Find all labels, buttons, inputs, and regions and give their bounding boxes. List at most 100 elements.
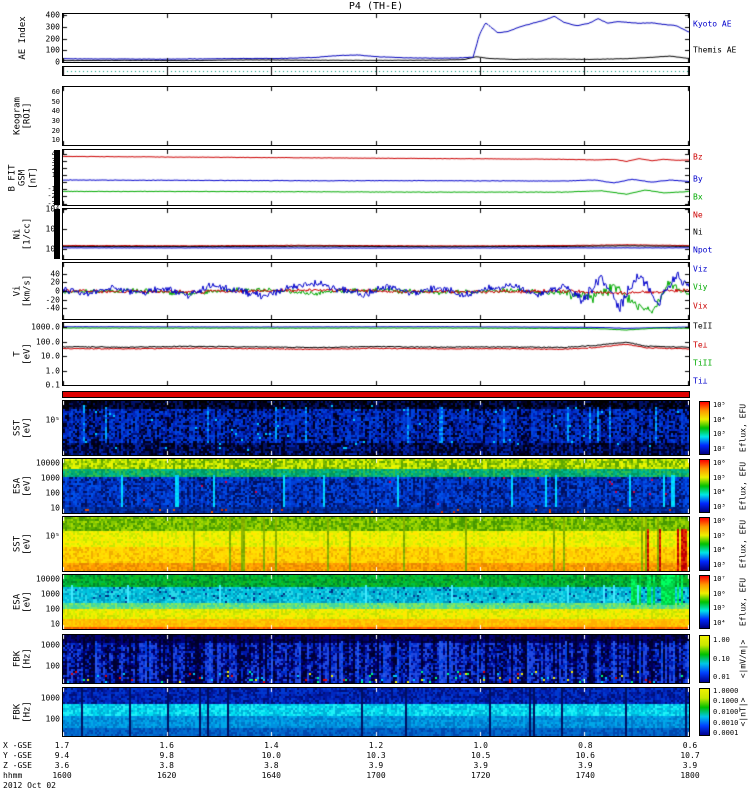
axis-tick-value: 1.2 xyxy=(368,741,384,750)
panel-keogram-ylabel: Keogram [ROI] xyxy=(12,97,33,135)
colorbar xyxy=(699,635,710,683)
colorbar-tick-label: 10³ xyxy=(713,430,726,439)
panel-esa-elec: ESA [eV] 10000 1000 100 10 10⁷ 10⁶ 10⁵ 10⁴ Eflux,… xyxy=(13,574,748,630)
axis-tick-value: 1640 xyxy=(261,771,281,780)
colorbar xyxy=(699,517,710,571)
panel-fbk-e: FBK [Hz] 1000 100 1.00 0.10 0.01 <|mV/m|> xyxy=(13,634,748,684)
y-tick-label: -20 xyxy=(47,192,63,200)
panel-sst-elec: SST [eV] 10⁵ 10⁶ 10⁵ 10⁴ 10³ Eflux, EFU xyxy=(13,516,748,572)
colorbar-tick-label: 10⁵ xyxy=(713,531,726,540)
colorbar xyxy=(699,459,710,513)
panel-esa-ion-canvas xyxy=(63,459,689,513)
axis-tick-value: 1740 xyxy=(575,771,595,780)
colorbar-tick-label: 1.0000 xyxy=(713,686,739,695)
panel-burst-bar xyxy=(62,391,690,398)
y-tick-label: 30 xyxy=(51,116,60,125)
y-tick-label: 10⁴ xyxy=(45,204,60,214)
series-label: TiII xyxy=(693,358,713,368)
colorbar-tick-label: 0.1000 xyxy=(713,697,739,706)
series-label: Kyoto AE xyxy=(693,19,732,29)
colorbar-gradient xyxy=(700,689,709,735)
colorbar-tick-label: 10² xyxy=(713,444,726,453)
y-tick-label: 10 xyxy=(50,503,60,513)
axis-tick-value: 10.3 xyxy=(366,751,386,760)
axis-tick-value: 1800 xyxy=(680,771,700,780)
axis-tick-value: 3.9 xyxy=(682,761,698,770)
axis-tick-value: 1700 xyxy=(366,771,386,780)
axis-tick-value: 3.6 xyxy=(54,761,70,770)
panel-sst-elec-ylabel: SST [eV] xyxy=(12,533,33,555)
panel-fbk-e-ylabel: FBK [Hz] xyxy=(12,648,33,670)
axis-tick-value: 10.5 xyxy=(471,751,491,760)
panel-fbk-b: FBK [Hz] 1000 100 1.0000 0.1000 0.0100 0.0010 0… xyxy=(13,687,748,737)
colorbar-tick-label: 10⁴ xyxy=(713,618,726,627)
colorbar-gradient xyxy=(700,576,709,628)
panel-ae: AE Index 400 300 200 100 0 Kyoto AE Themis AE xyxy=(18,11,737,67)
panel-bfit: B FIT GSM [nT]403020100-10-20-30BzByBx xyxy=(7,149,703,208)
panel-bfit-canvas xyxy=(63,150,689,205)
colorbar-tick-label: 0.01 xyxy=(713,673,730,682)
series-label: Vix xyxy=(693,301,708,311)
colorbar-unit-label: Eflux, EFU xyxy=(738,461,748,511)
y-tick-label: 10.0 xyxy=(40,351,60,361)
panel-keogram: Keogram [ROI] 60 50 40 30 20 10 xyxy=(13,86,690,146)
series-label: Ni xyxy=(693,227,703,237)
panel-fbk-b-ylabel: FBK [Hz] xyxy=(12,701,33,723)
axis-tick-value: 10.7 xyxy=(680,751,700,760)
y-tick-label: -30 xyxy=(47,200,63,208)
y-tick-label: 10000 xyxy=(35,458,60,468)
series-label: Viz xyxy=(693,264,708,274)
series-label: Ne xyxy=(693,210,703,220)
y-tick-label: 10⁵ xyxy=(45,531,60,541)
y-tick-label: 10 xyxy=(51,136,60,145)
panel-ni-canvas xyxy=(63,209,689,259)
y-tick-label: 0 xyxy=(55,286,60,296)
panel-vi: Vi [km/s] 40 20 0 -20 -40 Viz Viy Vix xyxy=(13,262,707,320)
panel-ni: Ni [1/cc] 10⁴ 10² 10⁰ Ne Ni Npot xyxy=(13,205,712,260)
panel-esa-elec-canvas xyxy=(63,575,689,629)
axis-tick-value: 3.9 xyxy=(368,761,384,770)
axis-row-label: X -GSE xyxy=(3,741,32,750)
mode-bar xyxy=(54,150,60,205)
colorbar-tick-label: 0.10 xyxy=(713,655,730,663)
y-tick-label: 1000 xyxy=(40,640,60,650)
axis-row-label: hhmm xyxy=(3,771,23,780)
y-tick-label: 20 xyxy=(51,126,60,135)
y-tick-label: 60 xyxy=(51,87,60,96)
colorbar xyxy=(699,575,710,629)
y-tick-label: -40 xyxy=(45,303,60,313)
panel-ni-ylabel: Ni [1/cc] xyxy=(12,217,33,251)
y-tick-label: 10⁵ xyxy=(45,415,60,425)
y-tick-label: 10000 xyxy=(35,574,60,584)
colorbar xyxy=(699,688,710,736)
panel-fbk-e-canvas xyxy=(63,635,689,683)
series-label: TeII xyxy=(693,321,713,331)
colorbar-tick-label: 0.0010 xyxy=(713,718,739,727)
y-tick-label: 100 xyxy=(45,714,60,724)
panel-ae-canvas xyxy=(63,14,689,62)
panel-t-ylabel: T [eV] xyxy=(12,343,33,365)
axis-tick-value: 1620 xyxy=(157,771,177,780)
series-label: Ti⊥ xyxy=(693,376,708,386)
panel-sst-ion-ylabel: SST [eV] xyxy=(12,417,33,439)
axis-tick-value: 1720 xyxy=(471,771,491,780)
panel-sst-ion-canvas xyxy=(63,401,689,455)
axis-tick-value: 3.8 xyxy=(264,761,279,770)
y-tick-label: 200 xyxy=(45,34,60,44)
y-tick-label: 300 xyxy=(45,22,60,32)
series-label: Npot xyxy=(693,245,713,255)
axis-tick-value: 0.6 xyxy=(682,741,698,750)
panel-esa-ion-ylabel: ESA [eV] xyxy=(12,475,33,497)
mode-bar xyxy=(54,209,60,259)
axis-tick-value: 0.8 xyxy=(578,741,593,750)
panel-vi-ylabel: Vi [km/s] xyxy=(12,274,33,308)
colorbar-tick-label: 10⁶ xyxy=(713,517,726,526)
panel-ae-ylabel: AE Index xyxy=(17,16,28,60)
axis-row-label: Y -GSE xyxy=(3,751,32,760)
y-tick-label: 100 xyxy=(45,45,60,55)
panel-sst-elec-canvas xyxy=(63,517,689,571)
colorbar-tick-label: 10³ xyxy=(713,560,726,569)
colorbar-tick-label: 0.0100 xyxy=(713,708,739,716)
y-tick-label: 1000.0 xyxy=(31,322,60,332)
